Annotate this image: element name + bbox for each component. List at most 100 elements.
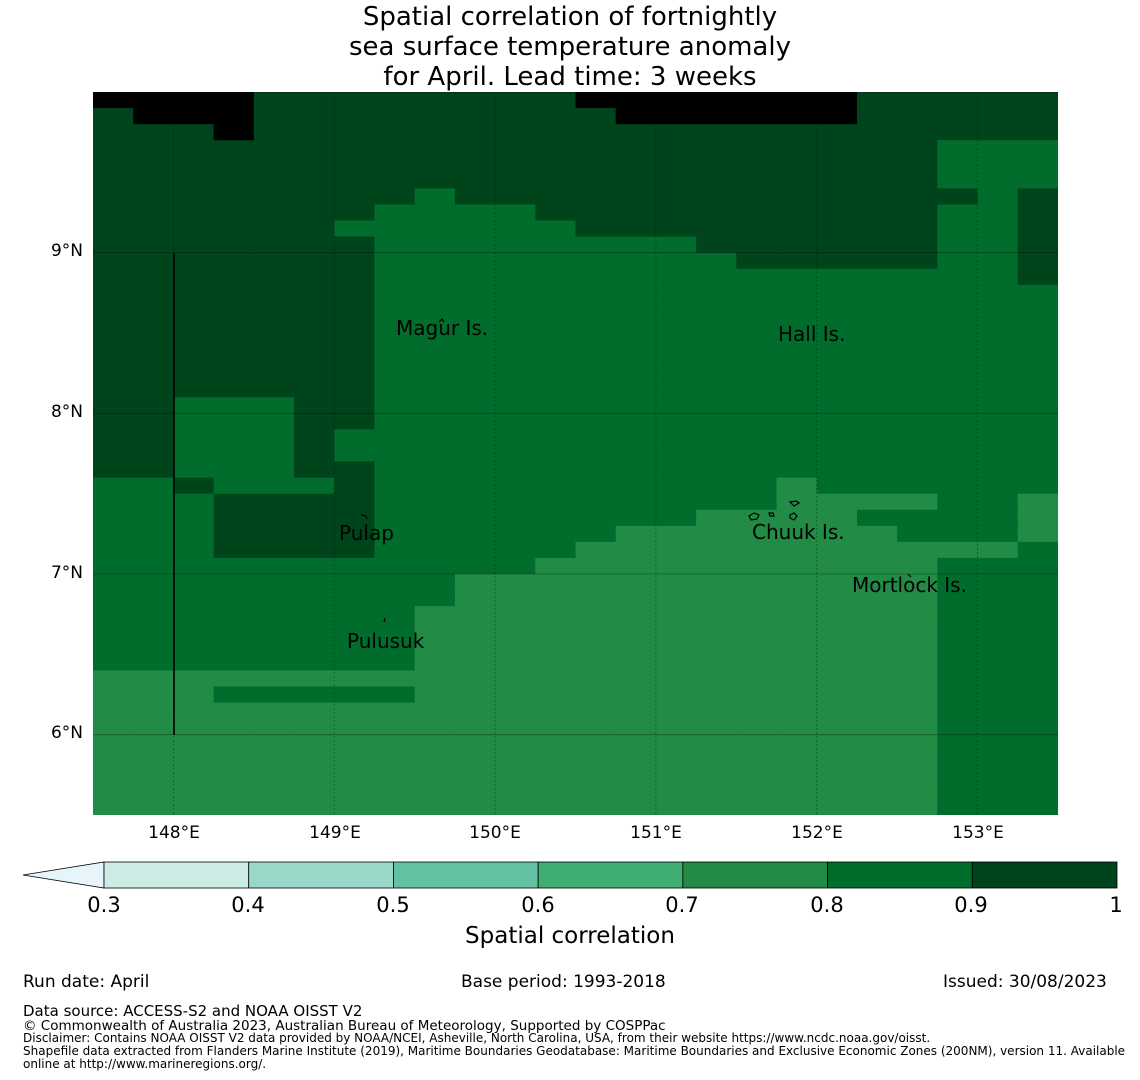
grid-cell [253,574,295,591]
grid-cell [736,349,778,366]
grid-cell [173,622,215,639]
grid-cell [93,509,134,527]
colorbar-segment [248,861,394,889]
grid-cell [1017,124,1058,141]
grid-cell [776,782,818,800]
grid-cell [294,333,335,350]
grid-cell [454,413,496,430]
grid-cell [776,92,818,109]
grid-cell [776,124,818,141]
grid-cell [615,92,657,109]
grid-cell [173,108,215,125]
grid-cell [736,316,778,334]
grid-cell [334,670,376,688]
grid-cell [736,798,778,815]
grid-cell [816,525,858,543]
grid-cell [1017,606,1058,623]
grid-cell [776,718,818,736]
grid-cell [937,590,979,607]
grid-cell [655,108,697,125]
grid-cell [93,172,134,189]
grid-cell [334,333,376,350]
grid-cell [816,782,858,800]
grid-cell [374,509,416,527]
grid-cell [615,284,657,302]
grid-cell [294,686,335,704]
grid-cell [294,750,335,768]
grid-cell [575,252,617,270]
grid-cell [253,413,295,430]
grid-cell [575,108,617,125]
grid-cell [1017,236,1058,254]
grid-cell [253,750,295,768]
grid-cell [897,365,938,382]
lat-tick-7n: 7°N [50,563,83,583]
grid-cell [575,493,617,511]
grid-cell [334,477,376,495]
grid-cell [253,734,295,752]
grid-cell [294,493,335,511]
grid-cell [535,606,577,623]
grid-cell [93,638,134,655]
grid-cell [977,188,1019,206]
grid-cell [1017,381,1058,398]
grid-cell [535,156,577,173]
grid-cell [575,686,617,704]
grid-cell [294,590,335,607]
grid-cell [93,92,134,109]
grid-cell [294,381,335,398]
grid-cell [575,461,617,479]
colorbar-segment [827,861,973,889]
grid-cell [334,541,376,559]
chuuk-island-shape-4 [789,512,798,521]
grid-cell [937,397,979,414]
grid-cell [374,718,416,736]
grid-cell [816,188,858,206]
grid-cell [736,284,778,302]
grid-cell [736,333,778,350]
grid-cell [133,461,175,479]
grid-cell [856,557,898,575]
grid-cell [414,284,456,302]
grid-cell [977,541,1019,559]
grid-cell [535,429,577,447]
grid-cell [374,284,416,302]
grid-cell [374,236,416,254]
grid-cell [615,397,657,414]
grid-cell [1017,365,1058,382]
grid-cell [615,590,657,607]
grid-cell [454,236,496,254]
grid-cell [535,477,577,495]
grid-cell [856,670,898,688]
grid-cell [133,493,175,511]
grid-cell [655,349,697,366]
grid-cell [736,268,778,286]
grid-cell [334,798,376,815]
grid-cell [414,268,456,286]
grid-cell [294,397,335,414]
grid-cell [454,349,496,366]
grid-cell [856,525,898,543]
grid-cell [173,284,215,302]
grid-cell [414,782,456,800]
grid-cell [897,140,938,157]
grid-cell [133,750,175,768]
grid-cell [454,541,496,559]
grid-cell [655,590,697,607]
grid-cell [897,782,938,800]
grid-cell [414,333,456,350]
grid-cell [213,220,255,238]
grid-cell [816,140,858,157]
grid-cell [414,574,456,591]
grid-cell [535,413,577,430]
grid-cell [615,782,657,800]
grid-cell [655,445,697,463]
grid-cell [294,236,335,254]
grid-cell [655,172,697,189]
grid-cell [575,654,617,671]
grid-cell [93,220,134,238]
grid-cell [133,349,175,366]
grid-cell [977,124,1019,141]
grid-cell [1017,750,1058,768]
grid-cell [696,782,737,800]
